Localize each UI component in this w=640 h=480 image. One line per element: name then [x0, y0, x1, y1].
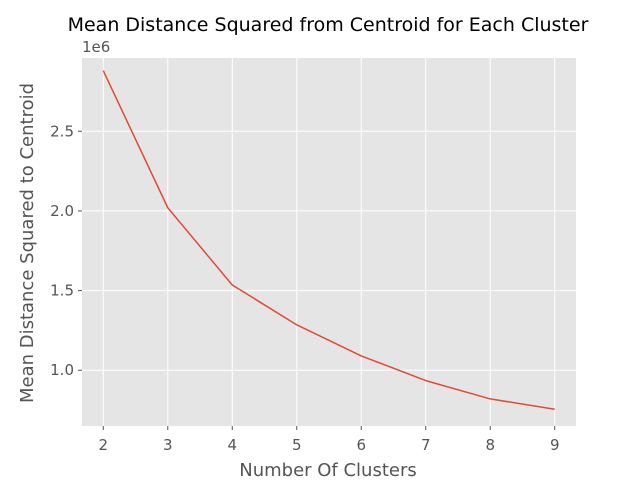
y-tick-label: 2.5: [50, 122, 74, 140]
y-offset-label: 1e6: [82, 38, 110, 56]
ticks: 2 3 4 5 6 7 8 9 1.0 1.5 2.0 2.5: [50, 122, 559, 454]
x-axis-label: Number Of Clusters: [239, 460, 417, 480]
chart-title: Mean Distance Squared from Centroid for …: [68, 14, 589, 36]
y-tick-label: 1.0: [50, 361, 74, 379]
x-tick-label: 2: [99, 436, 109, 454]
x-tick-label: 5: [292, 436, 302, 454]
x-tick-label: 7: [421, 436, 431, 454]
y-tick-label: 1.5: [50, 282, 74, 300]
grid: [82, 58, 576, 426]
y-tick-label: 2.0: [50, 202, 74, 220]
y-axis-label: Mean Distance Squared to Centroid: [17, 83, 38, 403]
x-tick-label: 6: [356, 436, 366, 454]
x-tick-label: 9: [550, 436, 560, 454]
x-tick-label: 3: [163, 436, 173, 454]
x-tick-label: 8: [485, 436, 495, 454]
plot-area: [82, 58, 576, 426]
series-group: [102, 70, 555, 411]
x-tick-label: 4: [227, 436, 237, 454]
series-line: [102, 70, 555, 411]
